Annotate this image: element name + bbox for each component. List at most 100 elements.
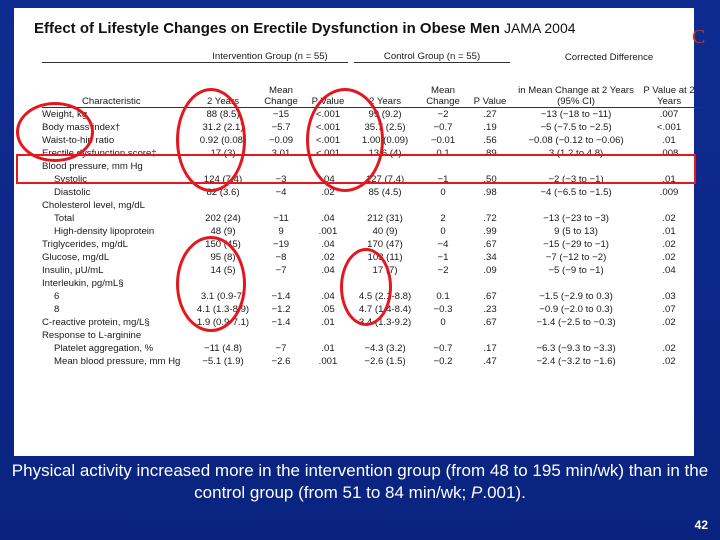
table-cell: −7 — [275, 343, 287, 354]
table-cell: .01 — [321, 343, 335, 354]
table-cell: −8 — [275, 252, 287, 263]
table-cell — [192, 160, 254, 173]
table-cell: −4 — [275, 187, 287, 198]
caption-pre: Physical activity increased more in the … — [11, 461, 709, 502]
table-cell: .04 — [321, 291, 335, 302]
table-cell: .02 — [321, 187, 335, 198]
caption-post: .001). — [482, 483, 526, 502]
table-cell: .67 — [483, 239, 497, 250]
table-cell: −5 (−9 to −1) — [548, 265, 604, 276]
table-cell: 4.5 (2.1-8.8) — [358, 291, 412, 302]
table-cell: −11 — [273, 213, 289, 224]
table-cell: .001 — [318, 356, 338, 367]
table-cell — [470, 199, 510, 212]
table-cell: .56 — [483, 135, 497, 146]
col-header-ctl-p: P Value — [470, 62, 511, 108]
table-row: Interleukin, pg/mL§ — [42, 277, 702, 290]
table-cell: −15 (−29 to −1) — [543, 239, 609, 250]
table-cell: .50 — [483, 174, 497, 185]
table-cell — [516, 160, 636, 173]
table-cell — [636, 160, 702, 173]
col-header-ctl-change: Mean Change — [416, 62, 471, 108]
table-cell: .04 — [321, 265, 335, 276]
table-cell: 13.6 (4) — [368, 148, 402, 159]
row-label: Weight, kg — [42, 109, 88, 120]
table-cell: 1.9 (0.9-7.1) — [196, 317, 250, 328]
table-cell — [516, 277, 636, 290]
table-cell: 99 (9.2) — [368, 109, 402, 120]
table-row: Mean blood pressure, mm Hg −5.1 (1.9) −2.6… — [42, 355, 702, 368]
corner-letter: C — [692, 26, 706, 48]
row-label: Cholesterol level, mg/dL — [42, 200, 145, 211]
table-row: Cholesterol level, mg/dL — [42, 199, 702, 212]
table-cell: .09 — [483, 265, 497, 276]
table-cell: −7 — [275, 265, 287, 276]
row-label: Response to L-arginine — [42, 330, 142, 341]
table-cell: −0.7 — [433, 343, 453, 354]
table-row: Total 202 (24) −11 .04 212 (31) 2 .72 −13 (−23 … — [42, 212, 702, 225]
table-cell: .34 — [483, 252, 497, 263]
group-header-row: Intervention Group (n = 55) Control Grou… — [42, 50, 702, 63]
row-label: C-reactive protein, mg/L§ — [42, 317, 150, 328]
table-cell: −0.3 — [433, 304, 453, 315]
table-cell: −3 — [275, 174, 287, 185]
table-cell — [308, 277, 348, 290]
results-table: Intervention Group (n = 55) Control Grou… — [42, 50, 703, 369]
table-cell: −1.2 — [271, 304, 291, 315]
table-cell: <.001 — [315, 122, 341, 133]
table-cell: −13 (−18 to −11) — [540, 109, 612, 120]
table-row: Systolic 124 (7.4) −3 .04 127 (7.4) −1 .50 −2 (… — [42, 173, 702, 186]
table-cell: .02 — [662, 317, 676, 328]
row-label: Mean blood pressure, mm Hg — [54, 356, 181, 367]
table-cell: .02 — [321, 252, 335, 263]
table-cell: −2 (−3 to −1) — [548, 174, 604, 185]
table-cell — [254, 329, 308, 342]
table-cell: −0.7 — [433, 122, 453, 133]
table-cell: 48 (9) — [210, 226, 236, 237]
table-cell: 9 — [278, 226, 284, 237]
column-header-row: Characteristic 2 Years Mean Change P Val… — [42, 62, 703, 108]
table-body: Weight, kg 88 (8.5) −15 <.001 99 (9.2) −2 .27 −… — [42, 108, 702, 369]
table-cell — [354, 199, 416, 212]
table-cell: 103 (11) — [367, 252, 403, 263]
table-cell: 0.92 (0.08) — [199, 135, 247, 146]
table-cell — [254, 199, 308, 212]
table-cell: 0.1 — [436, 148, 450, 159]
caption: Physical activity increased more in the … — [0, 460, 720, 504]
row-label: Systolic — [54, 174, 88, 185]
table-cell: 124 (7.4) — [203, 174, 243, 185]
table-cell: −5.7 — [271, 122, 291, 133]
table-cell: 17 (7) — [372, 265, 398, 276]
table-cell: 202 (24) — [205, 213, 241, 224]
table-cell: .01 — [662, 135, 676, 146]
row-label: Insulin, μU/mL — [42, 265, 104, 276]
table-cell: .02 — [662, 213, 676, 224]
caption-p: P — [471, 483, 483, 502]
table-cell — [192, 329, 254, 342]
table-cell — [192, 277, 254, 290]
table-row: Platelet aggregation, % −11 (4.8) −7 .01 −4.… — [42, 342, 702, 355]
table-cell — [470, 160, 510, 173]
table-cell: 4.7 (1.4-8.4) — [358, 304, 412, 315]
table-cell: .72 — [483, 213, 497, 224]
table-cell: 14 (5) — [210, 265, 236, 276]
table-cell: 4.1 (1.3-8.9) — [196, 304, 250, 315]
table-cell: −0.9 (−2.0 to 0.3) — [539, 304, 613, 315]
table-cell: −5.1 (1.9) — [202, 356, 244, 367]
table-cell: 35.7 (2.5) — [364, 122, 406, 133]
group-header-control: Control Group (n = 55) — [354, 50, 511, 63]
table-cell — [354, 329, 416, 342]
table-cell: .05 — [321, 304, 335, 315]
group-header-intervention: Intervention Group (n = 55) — [192, 50, 349, 63]
table-cell: .01 — [662, 174, 676, 185]
table-row: Waist-to-hip ratio 0.92 (0.08) −0.09 <.001 1… — [42, 134, 702, 147]
table-cell: 3.01 — [271, 148, 291, 159]
journal-citation: JAMA 2004 — [503, 20, 576, 36]
table-cell: <.001 — [315, 135, 341, 146]
table-cell — [192, 199, 254, 212]
table-cell: .04 — [662, 265, 676, 276]
table-cell: −2.4 (−3.2 to −1.6) — [536, 356, 616, 367]
table-cell: −15 — [272, 109, 290, 120]
col-header-characteristic: Characteristic — [42, 62, 192, 108]
